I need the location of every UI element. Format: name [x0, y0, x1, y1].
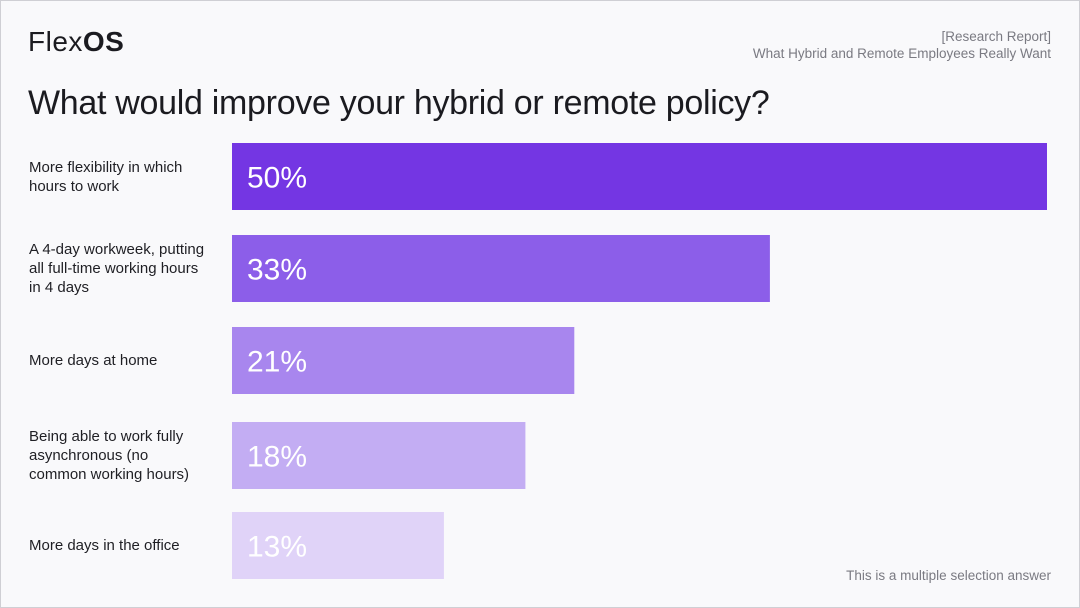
bar-3	[232, 327, 575, 394]
report-subtitle: What Hybrid and Remote Employees Really …	[752, 46, 1051, 61]
category-label-2: A 4-day workweek, putting all full-time …	[29, 241, 205, 296]
bar-value-label-1: 50%	[247, 162, 307, 195]
bar-value-label-2: 33%	[247, 254, 307, 287]
report-tag: [Research Report]	[941, 29, 1051, 44]
footnote: This is a multiple selection answer	[846, 568, 1051, 583]
category-label-5: More days in the office	[29, 537, 180, 554]
category-label-4: Being able to work fully asynchronous (n…	[29, 428, 190, 483]
bar-1	[232, 143, 1047, 210]
category-label-3: More days at home	[29, 352, 158, 369]
brand-name-bold: OS	[82, 26, 125, 57]
category-label-1: More flexibility in which hours to work	[29, 158, 183, 195]
report-header: [Research Report] What Hybrid and Remote…	[753, 28, 1051, 62]
brand-logo: FlexOS	[28, 26, 124, 58]
bar-value-label-5: 13%	[247, 531, 307, 564]
brand-name-light: Flex	[28, 26, 83, 57]
bar-4	[232, 422, 526, 489]
bar-value-label-3: 21%	[247, 346, 307, 379]
bar-2	[232, 235, 770, 302]
bar-value-label-4: 18%	[247, 441, 307, 474]
chart-title: What would improve your hybrid or remote…	[28, 84, 770, 122]
bar-5	[232, 512, 444, 579]
